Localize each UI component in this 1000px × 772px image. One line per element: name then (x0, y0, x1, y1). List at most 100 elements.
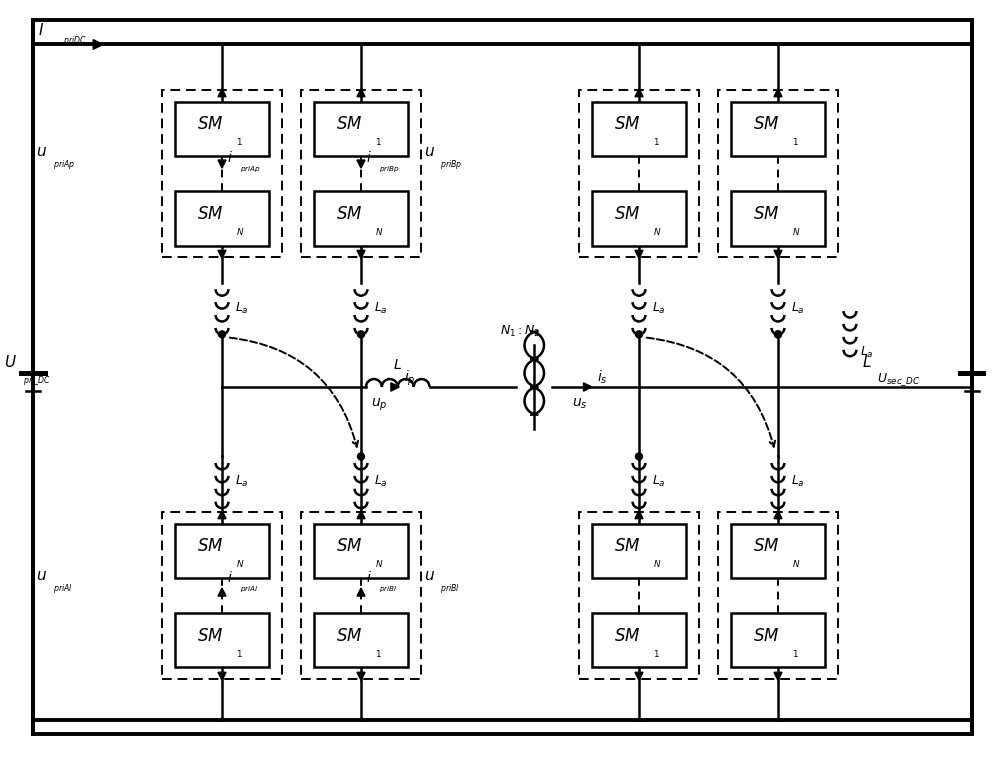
Text: $u$: $u$ (424, 569, 435, 583)
Bar (175, 102, 269, 156)
Text: $SM$: $SM$ (614, 117, 640, 134)
Circle shape (636, 331, 642, 338)
Text: $I$: $I$ (38, 22, 44, 38)
Text: $L$: $L$ (393, 358, 402, 372)
Text: $SM$: $SM$ (753, 117, 779, 134)
Text: $_N$: $_N$ (792, 225, 800, 238)
Text: $SM$: $SM$ (336, 206, 362, 223)
Polygon shape (357, 250, 365, 259)
Text: $N_1:N_2$: $N_1:N_2$ (500, 324, 540, 340)
Bar (731, 523, 825, 578)
Bar (592, 102, 686, 156)
Polygon shape (774, 510, 782, 519)
Bar (731, 191, 825, 245)
Bar (314, 102, 408, 156)
Polygon shape (357, 672, 365, 680)
Text: $L_a$: $L_a$ (374, 474, 388, 489)
Text: $_{priDC}$: $_{priDC}$ (63, 34, 87, 49)
Text: $L_a$: $L_a$ (374, 300, 388, 316)
Circle shape (775, 331, 781, 338)
Text: $U_{sec\_DC}$: $U_{sec\_DC}$ (877, 371, 920, 388)
Bar (592, 523, 686, 578)
Text: $_{pri\_DC}$: $_{pri\_DC}$ (23, 375, 51, 389)
Text: $_{priAp}$: $_{priAp}$ (240, 164, 261, 175)
Text: $_{priAp}$: $_{priAp}$ (53, 157, 76, 173)
Text: $_{priBl}$: $_{priBl}$ (379, 584, 398, 594)
Text: $u$: $u$ (36, 144, 47, 159)
Bar (301, 90, 421, 257)
Text: $_{priBp}$: $_{priBp}$ (440, 157, 463, 173)
Text: $L_a$: $L_a$ (860, 345, 874, 361)
Polygon shape (357, 160, 365, 168)
Bar (579, 90, 699, 257)
Text: $L_a$: $L_a$ (791, 474, 805, 489)
Text: $L_a$: $L_a$ (235, 300, 249, 316)
Text: $SM$: $SM$ (197, 628, 223, 645)
Polygon shape (583, 383, 592, 391)
Text: $_N$: $_N$ (236, 225, 244, 238)
Text: $SM$: $SM$ (197, 538, 223, 555)
Text: $SM$: $SM$ (614, 628, 640, 645)
Bar (175, 523, 269, 578)
Bar (162, 512, 282, 679)
Bar (718, 90, 838, 257)
Text: $SM$: $SM$ (614, 206, 640, 223)
Bar (718, 512, 838, 679)
Text: $u_s$: $u_s$ (572, 397, 588, 411)
Bar (314, 613, 408, 668)
Text: $SM$: $SM$ (336, 628, 362, 645)
Polygon shape (774, 250, 782, 259)
Text: $_N$: $_N$ (792, 557, 800, 571)
Text: $SM$: $SM$ (753, 538, 779, 555)
Bar (731, 613, 825, 668)
Text: $_1$: $_1$ (792, 647, 799, 659)
Text: $i_s$: $i_s$ (597, 369, 608, 387)
Text: $i$: $i$ (227, 150, 233, 165)
Text: $u$: $u$ (424, 144, 435, 159)
Text: $L$: $L$ (862, 354, 872, 370)
Text: $SM$: $SM$ (197, 206, 223, 223)
Bar (314, 191, 408, 245)
Polygon shape (635, 672, 643, 680)
Text: $_{priAl}$: $_{priAl}$ (240, 584, 259, 594)
Text: $_1$: $_1$ (653, 135, 660, 148)
Circle shape (358, 453, 364, 460)
Text: $SM$: $SM$ (197, 117, 223, 134)
Bar (592, 191, 686, 245)
Bar (592, 613, 686, 668)
Text: $L_a$: $L_a$ (235, 474, 249, 489)
Circle shape (358, 331, 364, 338)
Text: $i$: $i$ (227, 570, 233, 585)
Circle shape (775, 331, 781, 338)
Polygon shape (218, 160, 226, 168)
Text: $i$: $i$ (366, 150, 372, 165)
Polygon shape (357, 510, 365, 519)
Text: $SM$: $SM$ (336, 117, 362, 134)
Polygon shape (774, 89, 782, 96)
Bar (314, 523, 408, 578)
Bar (162, 90, 282, 257)
Bar (731, 102, 825, 156)
Text: $U$: $U$ (4, 354, 16, 370)
Text: $_1$: $_1$ (653, 647, 660, 659)
Text: $i$: $i$ (366, 570, 372, 585)
Text: $L_a$: $L_a$ (791, 300, 805, 316)
Text: $SM$: $SM$ (614, 538, 640, 555)
Polygon shape (218, 588, 226, 596)
Circle shape (636, 453, 642, 460)
Text: $_N$: $_N$ (375, 225, 383, 238)
Polygon shape (218, 250, 226, 259)
Polygon shape (635, 250, 643, 259)
Text: $_{priAl}$: $_{priAl}$ (53, 582, 73, 598)
Polygon shape (357, 588, 365, 596)
Text: $i_p$: $i_p$ (404, 369, 416, 388)
Polygon shape (218, 672, 226, 680)
Text: $_N$: $_N$ (375, 557, 383, 571)
Bar (175, 613, 269, 668)
Text: $_N$: $_N$ (653, 557, 661, 571)
Text: $_1$: $_1$ (236, 647, 243, 659)
Text: $L_a$: $L_a$ (652, 474, 666, 489)
Text: $SM$: $SM$ (336, 538, 362, 555)
Text: $_1$: $_1$ (375, 647, 382, 659)
Text: $SM$: $SM$ (753, 628, 779, 645)
